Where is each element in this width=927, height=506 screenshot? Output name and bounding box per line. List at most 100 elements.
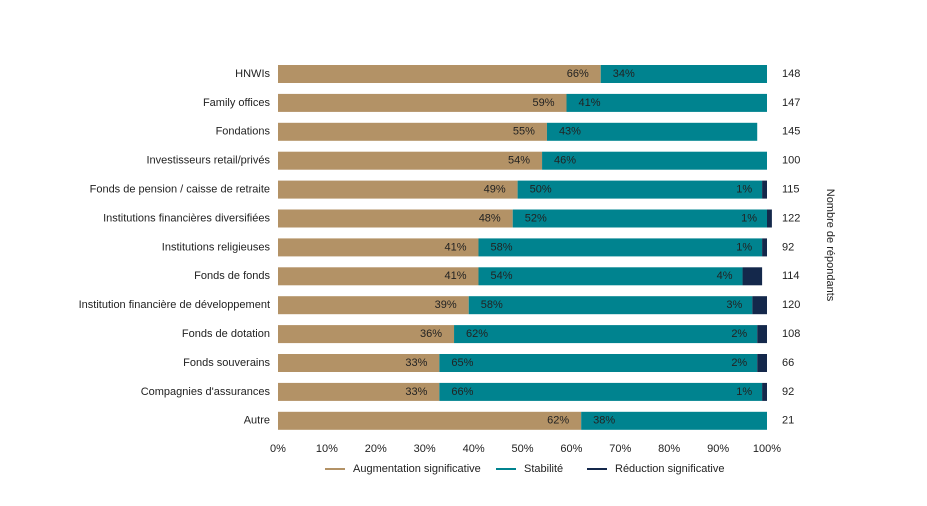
- bar-segment: [566, 93, 767, 112]
- bar-segment: [542, 151, 767, 170]
- bar-segment: [600, 65, 767, 83]
- value-label: 41%: [444, 241, 466, 253]
- value-label: 49%: [484, 184, 506, 196]
- value-label: 59%: [532, 97, 554, 109]
- value-label: 43%: [559, 126, 581, 138]
- value-label: 39%: [435, 299, 457, 311]
- value-label: 41%: [444, 270, 466, 282]
- value-label: 2%: [731, 328, 747, 340]
- x-tick-label: 50%: [511, 443, 533, 455]
- bar-segment: [278, 122, 547, 141]
- value-label: 62%: [547, 415, 569, 427]
- bar-segment: [278, 209, 513, 228]
- x-tick-label: 0%: [270, 443, 286, 455]
- legend-label: Stabilité: [524, 463, 563, 475]
- category-label: Fonds de dotation: [182, 328, 270, 340]
- bar-segment: [439, 382, 763, 401]
- category-label: Autre: [244, 415, 270, 427]
- value-label: 1%: [741, 212, 757, 224]
- respondent-count: 147: [782, 97, 800, 109]
- bar-segment: [757, 325, 767, 344]
- x-tick-label: 40%: [463, 443, 485, 455]
- bar-segment: [278, 180, 518, 199]
- respondent-count: 66: [782, 357, 794, 369]
- value-label: 4%: [717, 270, 733, 282]
- value-label: 1%: [736, 184, 752, 196]
- value-label: 66%: [451, 386, 473, 398]
- value-label: 46%: [554, 155, 576, 167]
- bar-segment: [762, 238, 767, 257]
- value-label: 41%: [579, 97, 601, 109]
- value-label: 33%: [405, 357, 427, 369]
- value-label: 50%: [530, 184, 552, 196]
- value-label: 38%: [593, 415, 615, 427]
- value-label: 62%: [466, 328, 488, 340]
- category-label: Fondations: [216, 126, 271, 138]
- bar-segment: [517, 180, 763, 199]
- legend-label: Augmentation significative: [353, 463, 481, 475]
- category-label: Institution financière de développement: [79, 299, 270, 311]
- value-label: 36%: [420, 328, 442, 340]
- respondents-axis-label: Nombre de répondants: [824, 189, 836, 302]
- respondent-count: 21: [782, 415, 794, 427]
- x-tick-label: 30%: [414, 443, 436, 455]
- legend-label: Réduction significative: [615, 463, 724, 475]
- value-label: 34%: [613, 68, 635, 80]
- value-label: 2%: [731, 357, 747, 369]
- bar-segment: [278, 238, 479, 257]
- value-label: 54%: [508, 155, 530, 167]
- respondent-count: 114: [782, 270, 800, 282]
- x-tick-label: 20%: [365, 443, 387, 455]
- bar-segment: [278, 93, 567, 112]
- respondent-count: 100: [782, 155, 800, 167]
- bar-segment: [546, 122, 758, 141]
- respondent-count: 122: [782, 212, 800, 224]
- x-tick-label: 100%: [753, 443, 781, 455]
- bar-segment: [468, 296, 753, 315]
- x-tick-label: 90%: [707, 443, 729, 455]
- bar-segment: [757, 354, 767, 372]
- respondent-count: 148: [782, 68, 800, 80]
- category-label: Fonds souverains: [183, 357, 270, 369]
- bar-segment: [762, 382, 767, 401]
- bar-segment: [767, 209, 772, 228]
- bar-segment: [454, 325, 758, 344]
- value-label: 55%: [513, 126, 535, 138]
- value-label: 1%: [736, 386, 752, 398]
- bar-segment: [278, 296, 469, 315]
- value-label: 48%: [479, 212, 501, 224]
- bar-segment: [762, 180, 767, 199]
- value-label: 3%: [726, 299, 742, 311]
- x-tick-label: 80%: [658, 443, 680, 455]
- respondent-count: 120: [782, 299, 800, 311]
- value-label: 65%: [451, 357, 473, 369]
- value-label: 1%: [736, 241, 752, 253]
- category-label: Institutions religieuses: [162, 241, 271, 253]
- respondent-count: 145: [782, 126, 800, 138]
- value-label: 52%: [525, 212, 547, 224]
- bar-segment: [278, 65, 601, 83]
- bar-segment: [439, 354, 758, 372]
- value-label: 54%: [490, 270, 512, 282]
- value-label: 58%: [490, 241, 512, 253]
- bar-segment: [581, 411, 767, 430]
- respondent-count: 108: [782, 328, 800, 340]
- bar-segment: [278, 151, 543, 170]
- value-label: 33%: [405, 386, 427, 398]
- bar-segment: [278, 267, 479, 286]
- category-label: Fonds de fonds: [194, 270, 270, 282]
- x-tick-label: 60%: [560, 443, 582, 455]
- category-label: Investisseurs retail/privés: [147, 155, 271, 167]
- bar-segment: [278, 382, 440, 401]
- bar-segment: [742, 267, 763, 286]
- respondent-count: 115: [782, 184, 800, 196]
- category-label: Fonds de pension / caisse de retraite: [90, 184, 270, 196]
- bar-segment: [512, 209, 767, 228]
- x-tick-label: 70%: [609, 443, 631, 455]
- bar-segment: [478, 238, 763, 257]
- x-tick-label: 10%: [316, 443, 338, 455]
- category-label: Institutions financières diversifiées: [103, 212, 270, 224]
- category-label: HNWIs: [235, 68, 270, 80]
- bar-segment: [278, 411, 582, 430]
- bar-segment: [278, 354, 440, 372]
